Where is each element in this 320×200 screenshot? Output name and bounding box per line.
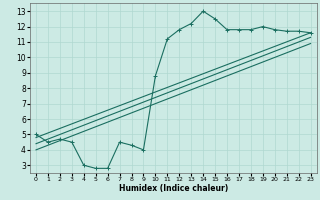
X-axis label: Humidex (Indice chaleur): Humidex (Indice chaleur) [119,184,228,193]
